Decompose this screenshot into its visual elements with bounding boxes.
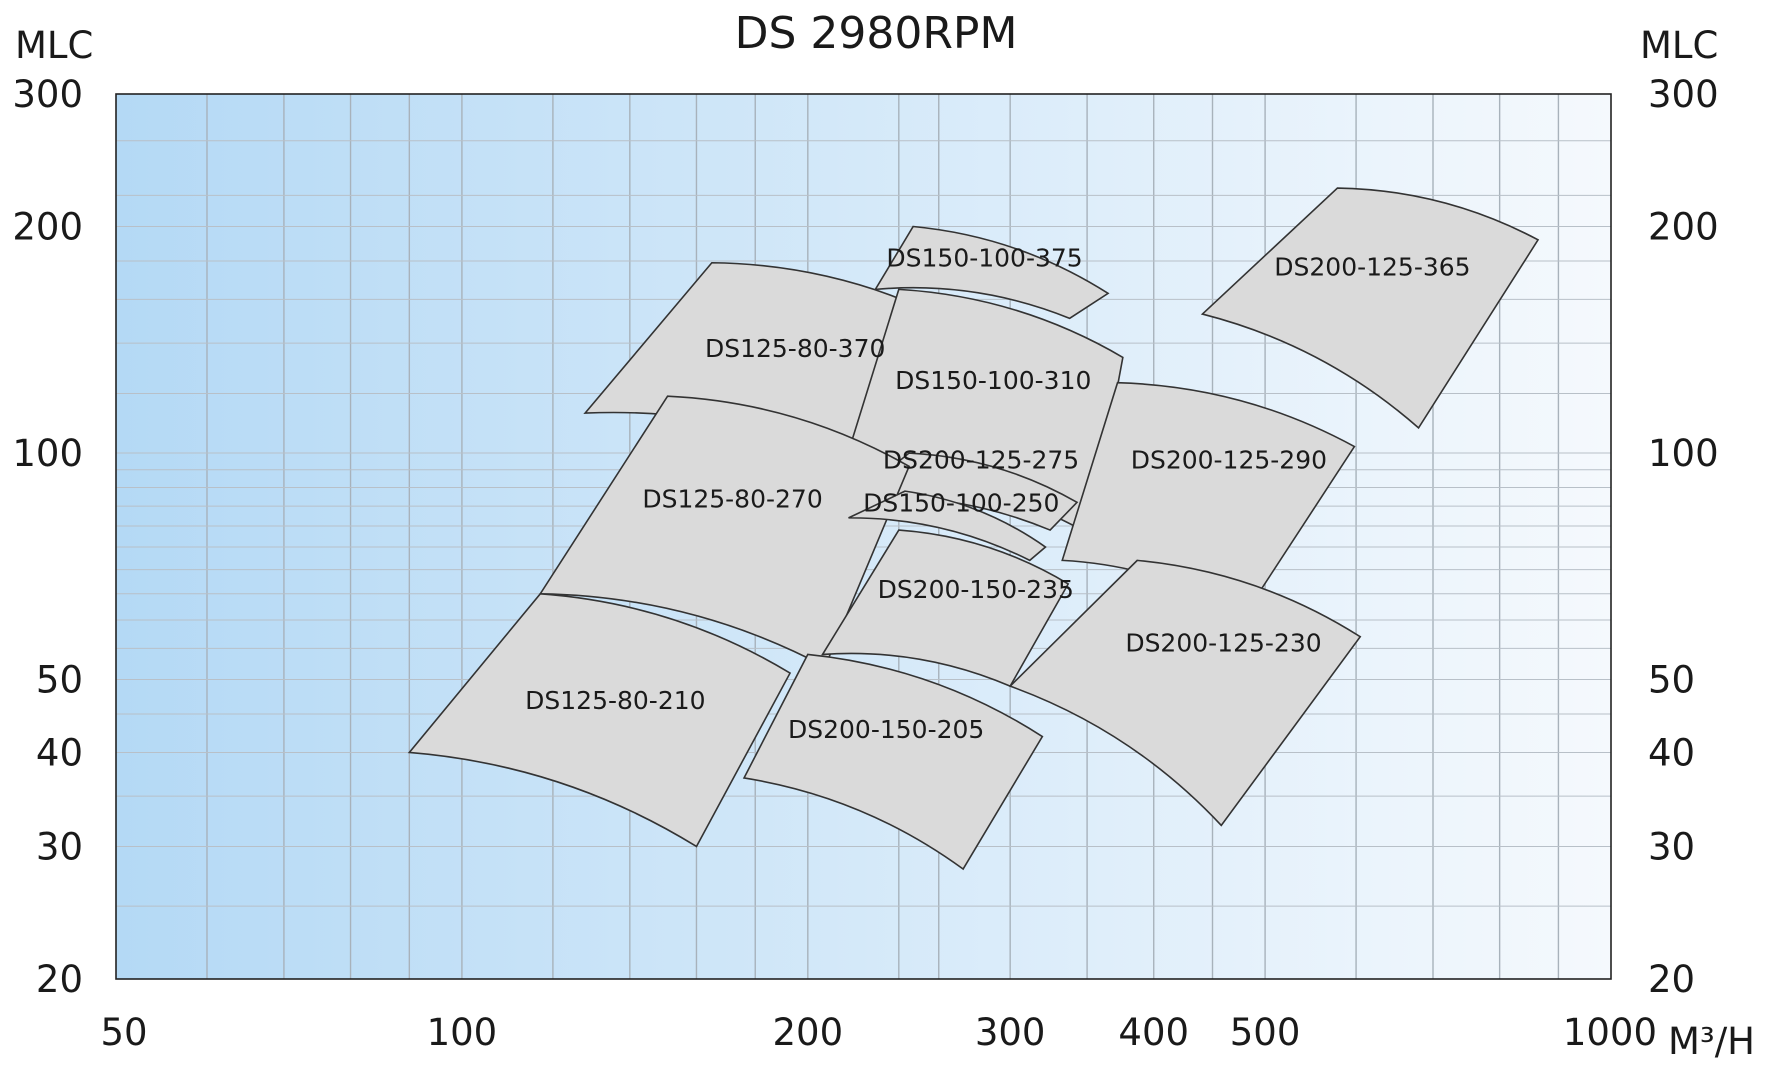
region-label: DS150-100-250: [863, 488, 1059, 517]
y-tick-label-right: 100: [1648, 432, 1719, 475]
y-tick-label-right: 20: [1648, 958, 1695, 1001]
y-axis-label-left: MLC: [15, 24, 93, 67]
y-tick-label-left: 300: [12, 73, 83, 116]
y-tick-label-left: 20: [36, 958, 83, 1001]
x-tick-label: 400: [1118, 1011, 1189, 1054]
region-label: DS125-80-370: [705, 334, 885, 363]
region-label: DS125-80-270: [642, 485, 822, 514]
x-axis-unit: M³/H: [1668, 1020, 1755, 1063]
region-label: DS200-125-275: [883, 446, 1079, 475]
y-tick-label-left: 100: [12, 432, 83, 475]
y-tick-label-right: 40: [1648, 731, 1695, 774]
y-tick-label-right: 50: [1648, 659, 1695, 702]
y-tick-label-right: 200: [1648, 206, 1719, 249]
x-tick-label: 1000: [1563, 1011, 1657, 1054]
region-ds125-80-210: [407, 592, 792, 848]
axis-ticks: 50 100 200 300 400 500 1000 20 20 30 30 40 40 50 50 100…: [12, 73, 1718, 1054]
x-tick-label: 200: [773, 1011, 844, 1054]
region-ds150-100-375: [873, 225, 1110, 320]
region-label: DS200-150-205: [788, 715, 984, 744]
plot-frame: [115, 93, 1612, 980]
region-labels: DS200-125-365 DS150-100-375 DS125-80-370 DS…: [525, 243, 1470, 744]
x-tick-label: 500: [1230, 1011, 1301, 1054]
region-label: DS200-125-290: [1131, 446, 1327, 475]
region-label: DS200-125-365: [1274, 252, 1470, 281]
region-label: DS200-125-230: [1125, 629, 1321, 658]
y-tick-label-right: 300: [1648, 73, 1719, 116]
region-label: DS150-100-310: [895, 366, 1091, 395]
y-tick-label-left: 30: [36, 825, 83, 868]
region-ds150-100-250: [848, 490, 1047, 562]
region-ds200-125-290: [1061, 381, 1356, 616]
region-label: DS150-100-375: [886, 243, 1082, 272]
region-label: DS125-80-210: [525, 686, 705, 715]
pump-regions: [407, 187, 1540, 871]
x-tick-label: 50: [100, 1011, 147, 1054]
y-tick-label-left: 200: [12, 206, 83, 249]
chart-title: DS 2980RPM: [735, 8, 1018, 59]
region-ds200-150-205: [742, 653, 1044, 871]
region-ds200-125-365: [1200, 187, 1540, 430]
y-tick-label-right: 30: [1648, 825, 1695, 868]
x-tick-label: 300: [975, 1011, 1046, 1054]
y-tick-label-left: 50: [36, 659, 83, 702]
region-ds200-125-230: [1008, 559, 1362, 827]
region-label: DS200-150-235: [878, 575, 1074, 604]
x-tick-label: 100: [427, 1011, 498, 1054]
y-axis-label-right: MLC: [1640, 24, 1718, 67]
y-tick-label-left: 40: [36, 731, 83, 774]
